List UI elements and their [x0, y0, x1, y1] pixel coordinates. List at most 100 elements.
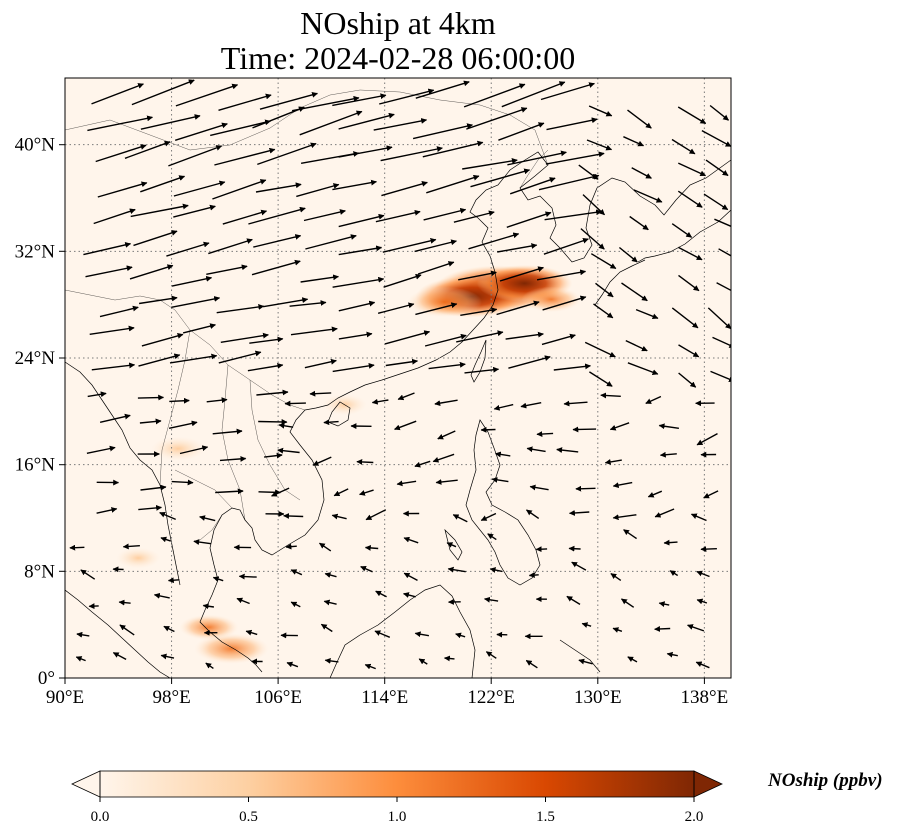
wind-arrow [536, 269, 587, 281]
wind-arrow [526, 509, 540, 519]
wind-arrow [249, 336, 284, 344]
wind-arrow [403, 536, 419, 544]
wind-arrow [677, 106, 707, 125]
wind-arrow [258, 419, 288, 425]
wind-arrow [332, 362, 375, 373]
colorbar-label: NOship (ppbv) [768, 770, 883, 791]
wind-arrow [589, 371, 613, 387]
wind-arrow [257, 142, 317, 166]
wind-arrow [540, 82, 595, 101]
wind-arrow [417, 261, 455, 275]
wind-arrow [621, 598, 635, 608]
wind-arrow [437, 430, 456, 440]
lon-tick-98: 98°E [152, 678, 191, 708]
wind-arrow [578, 658, 593, 665]
wind-arrow [216, 304, 265, 314]
wind-arrow [494, 451, 511, 458]
wind-arrow [168, 145, 223, 167]
wind-arrow [251, 259, 301, 276]
wind-arrow [572, 426, 597, 433]
wind-arrow [627, 656, 638, 663]
wind-arrow [256, 389, 289, 396]
wind-arrow [383, 273, 422, 288]
wind-arrow [415, 80, 470, 99]
lat-tick-0: 0° [38, 668, 65, 689]
wind-arrow [542, 295, 587, 311]
wind-arrow [703, 490, 719, 499]
wind-arrow [669, 570, 679, 577]
wind-arrow [553, 363, 591, 371]
wind-arrow [86, 445, 116, 454]
colorbar-tick: 2.0 [685, 797, 703, 825]
wind-arrow [658, 601, 670, 608]
wind-arrow [373, 118, 428, 131]
wind-arrow [381, 181, 428, 197]
wind-arrow [716, 282, 731, 292]
wind-arrow [491, 476, 509, 483]
wind-arrow [380, 146, 443, 162]
wind-arrow [379, 88, 435, 105]
concentration-hotspot [116, 547, 161, 569]
wind-arrow [210, 119, 271, 137]
colorbar-extend-min [71, 770, 101, 798]
wind-arrow [458, 270, 497, 281]
wind-arrow [278, 422, 294, 429]
wind-arrow [206, 397, 228, 404]
wind-arrow [623, 529, 637, 540]
wind-arrow [99, 413, 131, 423]
wind-arrow [296, 183, 340, 198]
wind-arrow [174, 122, 228, 141]
map-background [65, 78, 731, 678]
wind-arrow [253, 234, 302, 248]
wind-arrow [118, 599, 131, 606]
map-title: NOship at 4km [300, 5, 496, 41]
wind-arrow [299, 110, 363, 136]
wind-arrow [304, 358, 337, 369]
wind-arrow [701, 129, 731, 148]
wind-arrow [173, 204, 216, 218]
wind-arrow [623, 136, 645, 147]
wind-arrow [470, 168, 531, 188]
lat-tick-label: 40°N [15, 135, 56, 156]
concentration-hotspot [194, 633, 269, 664]
wind-arrow [173, 180, 226, 197]
wind-arrow [525, 659, 538, 669]
wind-arrow [271, 487, 290, 497]
wind-arrow [356, 459, 374, 465]
wind-arrow [140, 175, 186, 193]
wind-arrow [569, 510, 590, 516]
wind-arrow [621, 282, 648, 302]
wind-arrow [466, 107, 528, 130]
wind-arrow [382, 237, 437, 253]
wind-arrow [654, 508, 675, 518]
wind-arrow [89, 325, 135, 335]
wind-arrow [338, 300, 376, 312]
wind-arrow [507, 150, 567, 166]
lat-tick-label: 24°N [15, 348, 56, 369]
wind-arrow [169, 353, 218, 364]
wind-arrow [131, 79, 195, 106]
wind-arrow [571, 561, 587, 571]
wind-arrow [403, 572, 418, 582]
wind-arrow [718, 248, 731, 257]
wind-arrow [678, 274, 700, 292]
wind-arrow [480, 426, 496, 433]
map-frame [64, 77, 732, 679]
wind-arrow [453, 210, 495, 223]
wind-arrow [175, 83, 239, 107]
wind-arrow [169, 397, 190, 404]
colorbar-tick-label: 1.5 [536, 809, 555, 825]
wind-arrow [222, 209, 268, 225]
wind-arrow [403, 592, 416, 598]
wind-arrow [309, 390, 332, 397]
wind-arrow [446, 542, 457, 548]
colorbar: 0.0 0.5 1.0 1.5 2.0 [71, 770, 723, 825]
wind-arrow [133, 230, 178, 247]
wind-arrow [625, 339, 648, 352]
wind-arrow [138, 295, 178, 305]
concentration-hotspot [521, 286, 581, 313]
wind-arrow [633, 189, 663, 203]
wind-arrow [700, 546, 717, 553]
lat-tick-32: 32°N [15, 241, 65, 262]
